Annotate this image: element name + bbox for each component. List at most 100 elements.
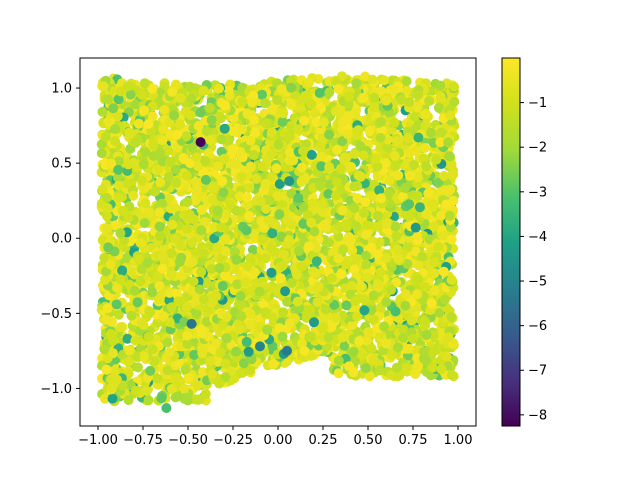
scatter-point (295, 102, 306, 113)
scatter-point (124, 127, 135, 138)
scatter-point (182, 330, 193, 341)
scatter-point (331, 177, 342, 188)
scatter-point (150, 186, 161, 197)
scatter-point (260, 98, 271, 109)
scatter-point (157, 135, 168, 146)
scatter-point (97, 106, 108, 117)
scatter-point (145, 365, 156, 376)
scatter-point (198, 85, 209, 96)
scatter-point (205, 356, 216, 366)
scatter-point (103, 116, 114, 127)
scatter-point (163, 145, 174, 156)
scatter-point (421, 330, 432, 340)
scatter-point (218, 187, 229, 198)
scatter-point (117, 205, 128, 216)
scatter-point (157, 156, 168, 167)
scatter-point (102, 303, 113, 314)
scatter-point (293, 124, 304, 135)
scatter-point (147, 344, 158, 355)
scatter-point (117, 265, 128, 276)
scatter-point (157, 251, 168, 262)
scatter-point (366, 343, 377, 354)
scatter-point (190, 295, 201, 306)
scatter-point (262, 324, 273, 335)
scatter-point (372, 279, 383, 289)
scatter-point (436, 210, 447, 221)
scatter-point (403, 343, 414, 354)
scatter-point (333, 84, 344, 94)
scatter-point (166, 270, 177, 281)
scatter-point (182, 339, 193, 349)
scatter-point (171, 177, 182, 188)
scatter-point (445, 110, 456, 121)
scatter-point (404, 97, 415, 108)
scatter-point (226, 159, 237, 169)
scatter-point (361, 229, 372, 240)
scatter-point (446, 274, 457, 285)
scatter-point (264, 195, 275, 206)
scatter-point (106, 158, 117, 169)
scatter-point (113, 309, 124, 320)
scatter-point (99, 344, 110, 355)
scatter-point (186, 93, 197, 104)
scatter-point (147, 287, 158, 298)
scatter-point (296, 176, 307, 187)
scatter-point (139, 218, 150, 229)
scatter-point (179, 383, 190, 394)
scatter-point (123, 356, 134, 367)
scatter-point (113, 172, 124, 183)
scatter-point (374, 185, 385, 196)
scatter-point (373, 210, 383, 221)
scatter-point (100, 131, 111, 142)
scatter-point (405, 147, 416, 158)
scatter-point (147, 111, 158, 122)
scatter-point (366, 242, 377, 253)
scatter-point (296, 338, 307, 349)
scatter-point (220, 270, 231, 281)
scatter-point (201, 278, 212, 289)
scatter-point (193, 161, 204, 172)
scatter-point (132, 297, 143, 308)
scatter-point (368, 354, 379, 365)
scatter-point (372, 161, 383, 172)
scatter-point (284, 176, 295, 187)
scatter-point (242, 109, 253, 119)
scatter-point (244, 210, 255, 221)
scatter-point (171, 129, 182, 140)
scatter-point (242, 261, 253, 272)
scatter-point (197, 348, 208, 359)
scatter-point (200, 156, 211, 167)
scatter-point (384, 175, 395, 186)
scatter-point (316, 152, 327, 163)
scatter-point (261, 204, 271, 214)
scatter-point (418, 153, 429, 164)
scatter-point (418, 353, 429, 364)
scatter-point (439, 294, 450, 305)
scatter-point (439, 171, 450, 181)
scatter-point (113, 192, 124, 203)
scatter-point (435, 80, 446, 91)
scatter-point (171, 372, 181, 383)
scatter-point (358, 92, 369, 103)
scatter-point (228, 112, 239, 123)
scatter-point (386, 369, 397, 380)
scatter-point (309, 226, 320, 237)
scatter-point (245, 135, 256, 146)
scatter-point (241, 192, 252, 203)
scatter-point (196, 204, 207, 215)
scatter-point (250, 127, 261, 138)
scatter-point (206, 115, 217, 126)
scatter-point (434, 307, 445, 318)
scatter-point (443, 332, 454, 343)
scatter-point (255, 196, 266, 207)
scatter-point (398, 332, 409, 343)
scatter-point (392, 244, 403, 255)
scatter-point (284, 147, 295, 158)
scatter-point (369, 92, 380, 103)
scatter-point (103, 242, 114, 253)
scatter-point (294, 246, 304, 256)
scatter-point (339, 341, 350, 351)
scatter-point (130, 99, 141, 110)
scatter-point (318, 117, 329, 128)
scatter-point (306, 99, 317, 110)
